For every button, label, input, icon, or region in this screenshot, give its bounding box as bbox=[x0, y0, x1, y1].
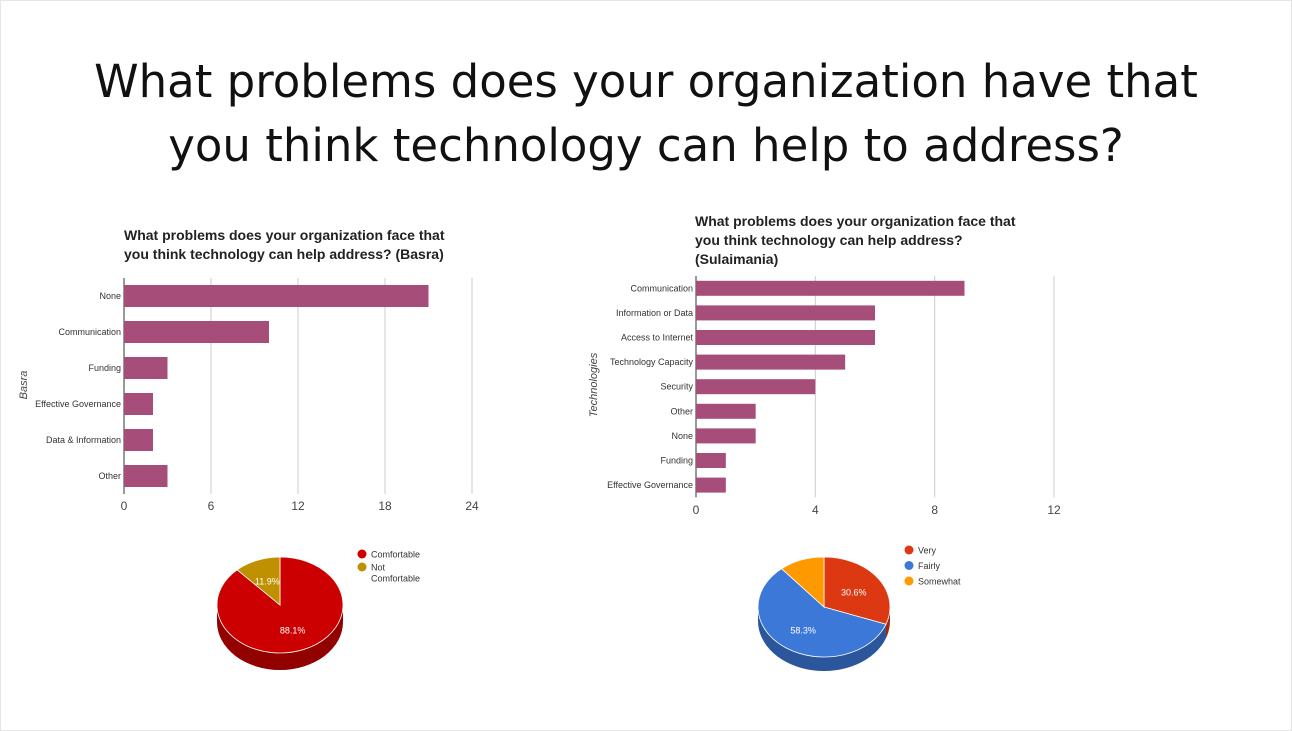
bar bbox=[124, 429, 153, 451]
bar bbox=[696, 453, 726, 468]
chart-title-line: What problems does your organization fac… bbox=[124, 227, 445, 243]
bar-chart-2: What problems does your organization fac… bbox=[588, 213, 1061, 517]
category-label: Other bbox=[670, 406, 693, 416]
pie-slice-side bbox=[217, 605, 343, 670]
category-label: Funding bbox=[660, 456, 693, 466]
chart-title-line: you think technology can help address? (… bbox=[124, 246, 444, 262]
x-tick-label: 0 bbox=[121, 499, 128, 513]
bar bbox=[124, 321, 269, 343]
pie-slice bbox=[236, 556, 281, 606]
bar bbox=[696, 354, 846, 370]
pie-slice-side bbox=[758, 607, 886, 671]
slide-title: What problems does your organization hav… bbox=[0, 50, 1292, 178]
pie-slice-side bbox=[885, 607, 890, 639]
bar bbox=[696, 305, 875, 321]
x-tick-label: 12 bbox=[291, 499, 305, 513]
category-label: Effective Governance bbox=[35, 399, 121, 409]
pie-slice bbox=[757, 568, 887, 658]
bar bbox=[696, 379, 816, 395]
bar bbox=[124, 285, 429, 307]
x-tick-label: 18 bbox=[378, 499, 392, 513]
y-axis-label: Technologies bbox=[588, 352, 600, 417]
legend-swatch bbox=[357, 562, 367, 572]
bar bbox=[696, 428, 756, 444]
x-tick-label: 24 bbox=[465, 499, 479, 513]
category-label: Effective Governance bbox=[607, 480, 693, 490]
slide-title-line-2: you think technology can help to address… bbox=[168, 119, 1124, 172]
pie-slice bbox=[780, 556, 825, 608]
pie-chart-2: 30.6% 58.3% Very Fairly Somewhat bbox=[757, 545, 961, 671]
category-label: Access to Internet bbox=[621, 333, 694, 343]
legend-swatch bbox=[904, 561, 914, 570]
pie-slice-label: 30.6% bbox=[841, 587, 867, 597]
x-tick-label: 6 bbox=[208, 499, 215, 513]
legend-label: Somewhat bbox=[918, 577, 961, 587]
legend-swatch bbox=[357, 549, 367, 559]
bar bbox=[696, 280, 965, 296]
x-tick-label: 12 bbox=[1047, 503, 1061, 517]
bar bbox=[124, 357, 168, 379]
slide-title-line-1: What problems does your organization hav… bbox=[94, 55, 1198, 108]
category-label: Security bbox=[660, 382, 693, 392]
bar-chart-1: What problems does your organization fac… bbox=[18, 227, 479, 513]
bar bbox=[696, 330, 875, 345]
category-label: None bbox=[671, 431, 693, 441]
category-label: Data & Information bbox=[46, 435, 121, 445]
bar bbox=[696, 477, 726, 493]
legend-label: Very bbox=[918, 546, 937, 556]
pie-slice bbox=[823, 556, 891, 625]
pie-slice-label: 11.9% bbox=[255, 576, 280, 586]
legend-swatch bbox=[904, 545, 914, 555]
x-tick-label: 0 bbox=[693, 503, 700, 517]
chart-title-line: (Sulaimania) bbox=[695, 251, 778, 267]
pie-slice-label: 88.1% bbox=[280, 626, 306, 636]
legend-swatch bbox=[904, 576, 914, 586]
legend-label: Fairly bbox=[918, 561, 940, 571]
bar bbox=[696, 403, 756, 419]
category-label: Communication bbox=[630, 283, 693, 293]
category-label: Technology Capacity bbox=[610, 357, 694, 367]
category-label: Information or Data bbox=[616, 308, 693, 318]
bar bbox=[124, 393, 153, 415]
x-tick-label: 4 bbox=[812, 503, 819, 517]
legend-label: Comfortable bbox=[371, 550, 420, 560]
x-tick-label: 8 bbox=[931, 503, 938, 517]
chart-title-line: you think technology can help address? bbox=[695, 232, 963, 248]
legend-label: Not bbox=[371, 563, 386, 573]
pie-slice-label: 58.3% bbox=[790, 625, 816, 635]
legend-label: Comfortable bbox=[371, 574, 420, 584]
category-label: Funding bbox=[88, 363, 121, 373]
category-label: Communication bbox=[58, 327, 121, 337]
category-label: None bbox=[99, 291, 121, 301]
bar bbox=[124, 465, 168, 487]
chart-title-line: What problems does your organization fac… bbox=[695, 213, 1016, 229]
y-axis-label: Basra bbox=[18, 371, 30, 400]
category-label: Other bbox=[98, 471, 121, 481]
